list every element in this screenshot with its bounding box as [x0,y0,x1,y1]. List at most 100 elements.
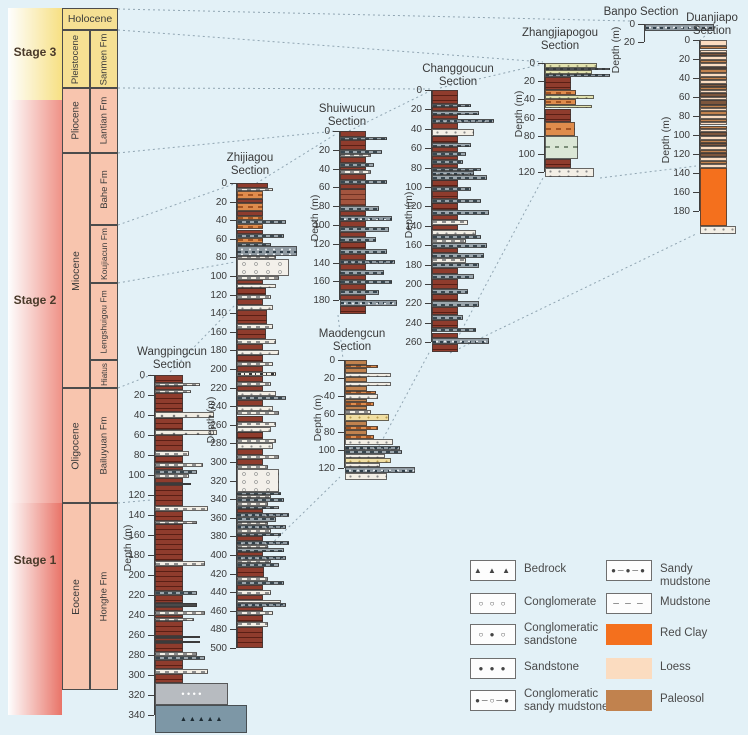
depth-tick-label: 0 [329,355,335,366]
litho-layer-mud [432,267,458,275]
litho-layer-gcsm [340,259,395,265]
depth-tick-label: 120 [210,289,227,301]
litho-layer-wdots [345,462,381,468]
litho-layer-mud [432,155,458,160]
timescale-cell-bailuyuan-fm: Bailuyuan Fm [90,388,118,503]
litho-layer-palo [345,434,374,440]
litho-layer-wdots [237,391,276,396]
depth-axis-label-duanjiapo: Depth (m) [660,116,672,164]
litho-layer-wdash [237,521,269,526]
litho-layer-wdash [237,528,271,533]
litho-layer-mud [155,418,183,430]
timescale-cell-label: Honghe Fm [98,571,110,622]
stage-band-stage-3 [8,8,62,100]
timescale-cell-pleistocene: Pleistocene [62,30,90,88]
litho-layer-gsm [155,591,197,595]
litho-layer-bline [155,641,200,643]
depth-tick-label: 20 [133,390,145,401]
timescale-cell-label: Sanmen Fm [98,33,110,85]
depth-axis-label-wangpingcun: Depth (m) [122,524,134,572]
litho-layer-mud [432,293,458,302]
timescale-cell-label: Miocene [70,250,83,291]
litho-layer-mud [340,140,366,150]
legend-loess-swatch [606,658,652,679]
depth-tick [230,517,236,519]
litho-layer-green [545,135,578,159]
litho-layer-mud [155,660,183,669]
litho-layer-wcs [155,412,214,418]
depth-tick [425,148,431,150]
depth-tick-label: 100 [313,220,330,231]
litho-layer-mud [237,198,263,204]
litho-layer-wdots [700,226,737,234]
litho-layer-gsm [237,395,287,400]
depth-tick-label: 100 [518,149,535,160]
depth-tick [425,342,431,344]
depth-tick [538,81,544,83]
depth-tick [338,414,344,415]
depth-tick-label: 0 [139,370,145,381]
litho-layer-gsm [432,143,471,148]
section-title-maodengcun: Section [332,341,372,353]
litho-layer-wdots [432,128,474,136]
depth-tick [230,648,236,649]
litho-layer-mud [237,615,263,622]
litho-layer-wdash [237,422,276,427]
litho-layer-wdots [237,443,274,449]
timescale-cell-label: Koujiacun Fm [99,228,109,280]
depth-tick [230,443,236,445]
litho-layer-gsm [432,103,471,108]
litho-layer-mud [340,274,366,280]
litho-layer-wdash [237,464,269,470]
depth-tick [333,206,339,208]
correlation-line [117,8,631,22]
litho-layer-wdd [237,371,276,376]
timescale-cell-label: Pliocene [70,101,82,140]
depth-tick [230,183,236,184]
litho-layer-gcsm [237,525,287,529]
depth-tick-label: 40 [410,123,422,135]
litho-layer-mud [237,288,266,295]
timescale-cell-label: Lantian Fm [98,96,110,145]
depth-tick [693,192,699,193]
litho-layer-mud [155,485,183,506]
litho-layer-mud [432,215,458,220]
litho-layer-pal [700,104,727,109]
depth-tick-label: 140 [128,510,145,521]
litho-layer-loess [700,49,727,54]
litho-layer-gcsm [645,24,714,32]
depth-tick-label: 0 [684,35,690,46]
timescale-cell-bahe-fm: Bahe Fm [90,153,118,225]
litho-layer-gcsm [345,445,400,450]
litho-layer-wdash [237,577,269,582]
depth-tick-label: 0 [416,85,422,96]
litho-layer-mud [237,210,263,216]
litho-layer-mud [237,415,263,422]
litho-layer-gcsm [432,338,490,345]
correlation-line [449,233,697,354]
depth-tick-label: 380 [210,531,227,543]
depth-tick [425,167,431,169]
litho-layer-pal [345,405,367,411]
litho-layer-mud [432,147,458,153]
litho-layer-mud [155,595,183,603]
litho-layer-loess [700,135,727,140]
litho-layer-palo [237,191,263,199]
timescale-cell-holocene: Holocene [62,8,118,30]
depth-tick [148,495,154,496]
litho-layer-mud [545,158,571,168]
depth-tick-label: 180 [405,259,422,271]
litho-layer-pal [345,386,367,391]
depth-tick [230,480,236,482]
depth-tick-label: 320 [128,690,145,701]
section-title-maodengcun: Maodengcun [318,328,386,340]
litho-layer-gsm [432,252,484,258]
depth-tick-label: 0 [221,178,227,189]
litho-layer-loess [700,115,727,119]
litho-layer-pal [700,45,727,50]
timescale-cell-lantian-fm: Lantian Fm [90,88,118,153]
litho-layer-mud [340,241,366,250]
litho-layer-mud [432,279,458,289]
litho-layer-loess [700,56,727,60]
litho-layer-loess [700,97,727,100]
